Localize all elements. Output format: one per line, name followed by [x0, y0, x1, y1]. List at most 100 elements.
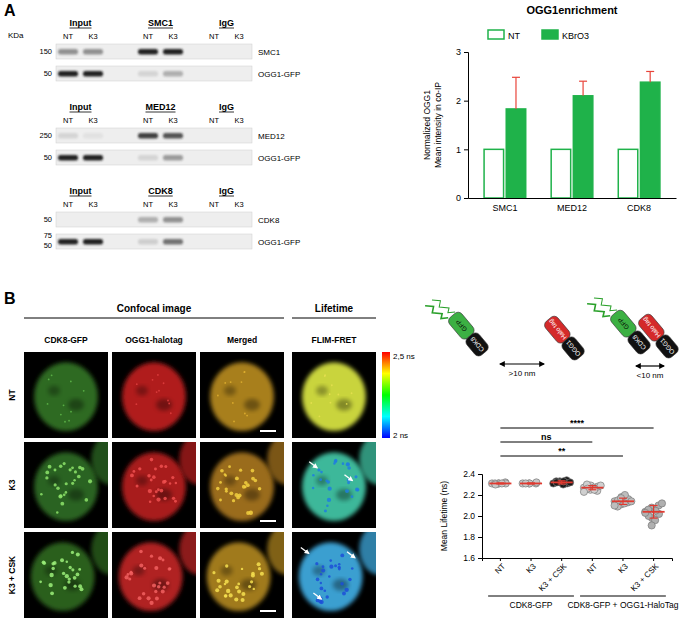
scale-bar: [260, 430, 276, 432]
focus: [351, 495, 354, 498]
focus: [348, 578, 352, 582]
distance-arrow: [636, 365, 664, 366]
error-bar: [579, 81, 587, 96]
blot-band: [163, 133, 183, 139]
tick-label: NT: [585, 562, 599, 576]
focus: [162, 480, 166, 484]
focus: [40, 493, 43, 496]
point: [580, 488, 587, 495]
nucleolus: [224, 476, 236, 486]
condition-label: K3: [168, 116, 177, 125]
lane-header: Input: [70, 186, 92, 196]
focus: [248, 585, 251, 588]
focus: [58, 495, 62, 499]
nucleolus: [244, 489, 260, 501]
significance-label: **: [558, 446, 566, 456]
tick: K3 + CSK: [537, 558, 569, 593]
tick-label: K3: [616, 561, 630, 575]
focus: [323, 589, 326, 592]
focus: [321, 569, 325, 573]
tick-mark: [478, 558, 482, 559]
bar: [618, 149, 637, 198]
tick-label: K3 + CSK: [537, 561, 569, 593]
focus: [316, 599, 320, 603]
focus: [152, 495, 155, 498]
error-cap: [650, 517, 658, 518]
focus: [329, 559, 332, 562]
focus: [347, 466, 351, 470]
tick-mark: [592, 558, 593, 561]
colorbar-label: 2 ns: [393, 431, 408, 440]
focus: [251, 477, 255, 481]
focus: [340, 553, 344, 557]
focus: [320, 582, 322, 584]
protein-label: OGG1: [564, 339, 582, 358]
nucleus: [359, 532, 376, 575]
focus: [81, 467, 85, 471]
focus: [138, 596, 142, 600]
focus: [229, 491, 233, 495]
focus: [220, 469, 224, 473]
chart-title: OGG1enrichment: [526, 4, 617, 16]
blot-band: [83, 133, 103, 139]
focus: [319, 416, 321, 418]
tick-mark: [478, 495, 482, 496]
focus: [63, 462, 66, 465]
protein: GFPCDK8: [425, 291, 490, 362]
focus: [315, 562, 318, 565]
nucleolus: [336, 399, 352, 411]
error-cap: [619, 498, 627, 499]
focus: [346, 403, 348, 405]
focus: [71, 568, 74, 571]
tick-label: 2.2: [463, 490, 475, 500]
row-label: K3 + CSK: [7, 555, 17, 594]
tick-mark: [622, 558, 623, 561]
focus: [342, 592, 346, 596]
focus: [74, 470, 77, 473]
focus: [60, 414, 62, 416]
bars: [484, 71, 660, 198]
focus: [62, 572, 65, 575]
focus: [355, 487, 359, 491]
focus: [331, 384, 333, 386]
focus: [328, 487, 332, 491]
focus: [161, 590, 165, 594]
nucleolus: [156, 489, 172, 501]
focus: [258, 487, 262, 491]
tick: 3: [456, 47, 468, 57]
distance-label: <10 nm: [637, 371, 664, 380]
axis-title: Normalized OGG1: [422, 90, 432, 160]
condition-label: NT: [209, 116, 219, 125]
nucleolus: [68, 489, 84, 501]
tick: K3: [525, 558, 539, 575]
focus: [224, 594, 228, 598]
tick-label: CDK8: [627, 203, 651, 213]
focus: [239, 469, 242, 472]
band-label: OGG1-GFP: [258, 238, 300, 247]
blot-band: [58, 49, 78, 55]
panel-label: A: [4, 2, 16, 19]
nucleolus: [313, 566, 325, 576]
tick-label: 2: [456, 96, 461, 106]
focus: [54, 483, 57, 486]
error-bar: [496, 483, 504, 484]
focus: [136, 383, 138, 385]
focus: [59, 464, 63, 468]
focus: [164, 465, 167, 468]
arrow: [313, 593, 321, 599]
focus: [241, 598, 245, 602]
error-cap: [650, 505, 658, 506]
focus: [234, 597, 238, 601]
focus: [128, 577, 131, 580]
group-bracket: [488, 596, 574, 597]
bar: [506, 109, 525, 198]
blot-band: [163, 217, 183, 223]
focus: [133, 470, 136, 473]
mw-marker: 50: [44, 153, 52, 162]
error-bar: [588, 486, 596, 490]
focus: [143, 567, 146, 570]
tick-label: 2.0: [463, 511, 475, 521]
focus: [135, 403, 137, 405]
focus: [251, 573, 255, 577]
focus: [88, 479, 92, 483]
